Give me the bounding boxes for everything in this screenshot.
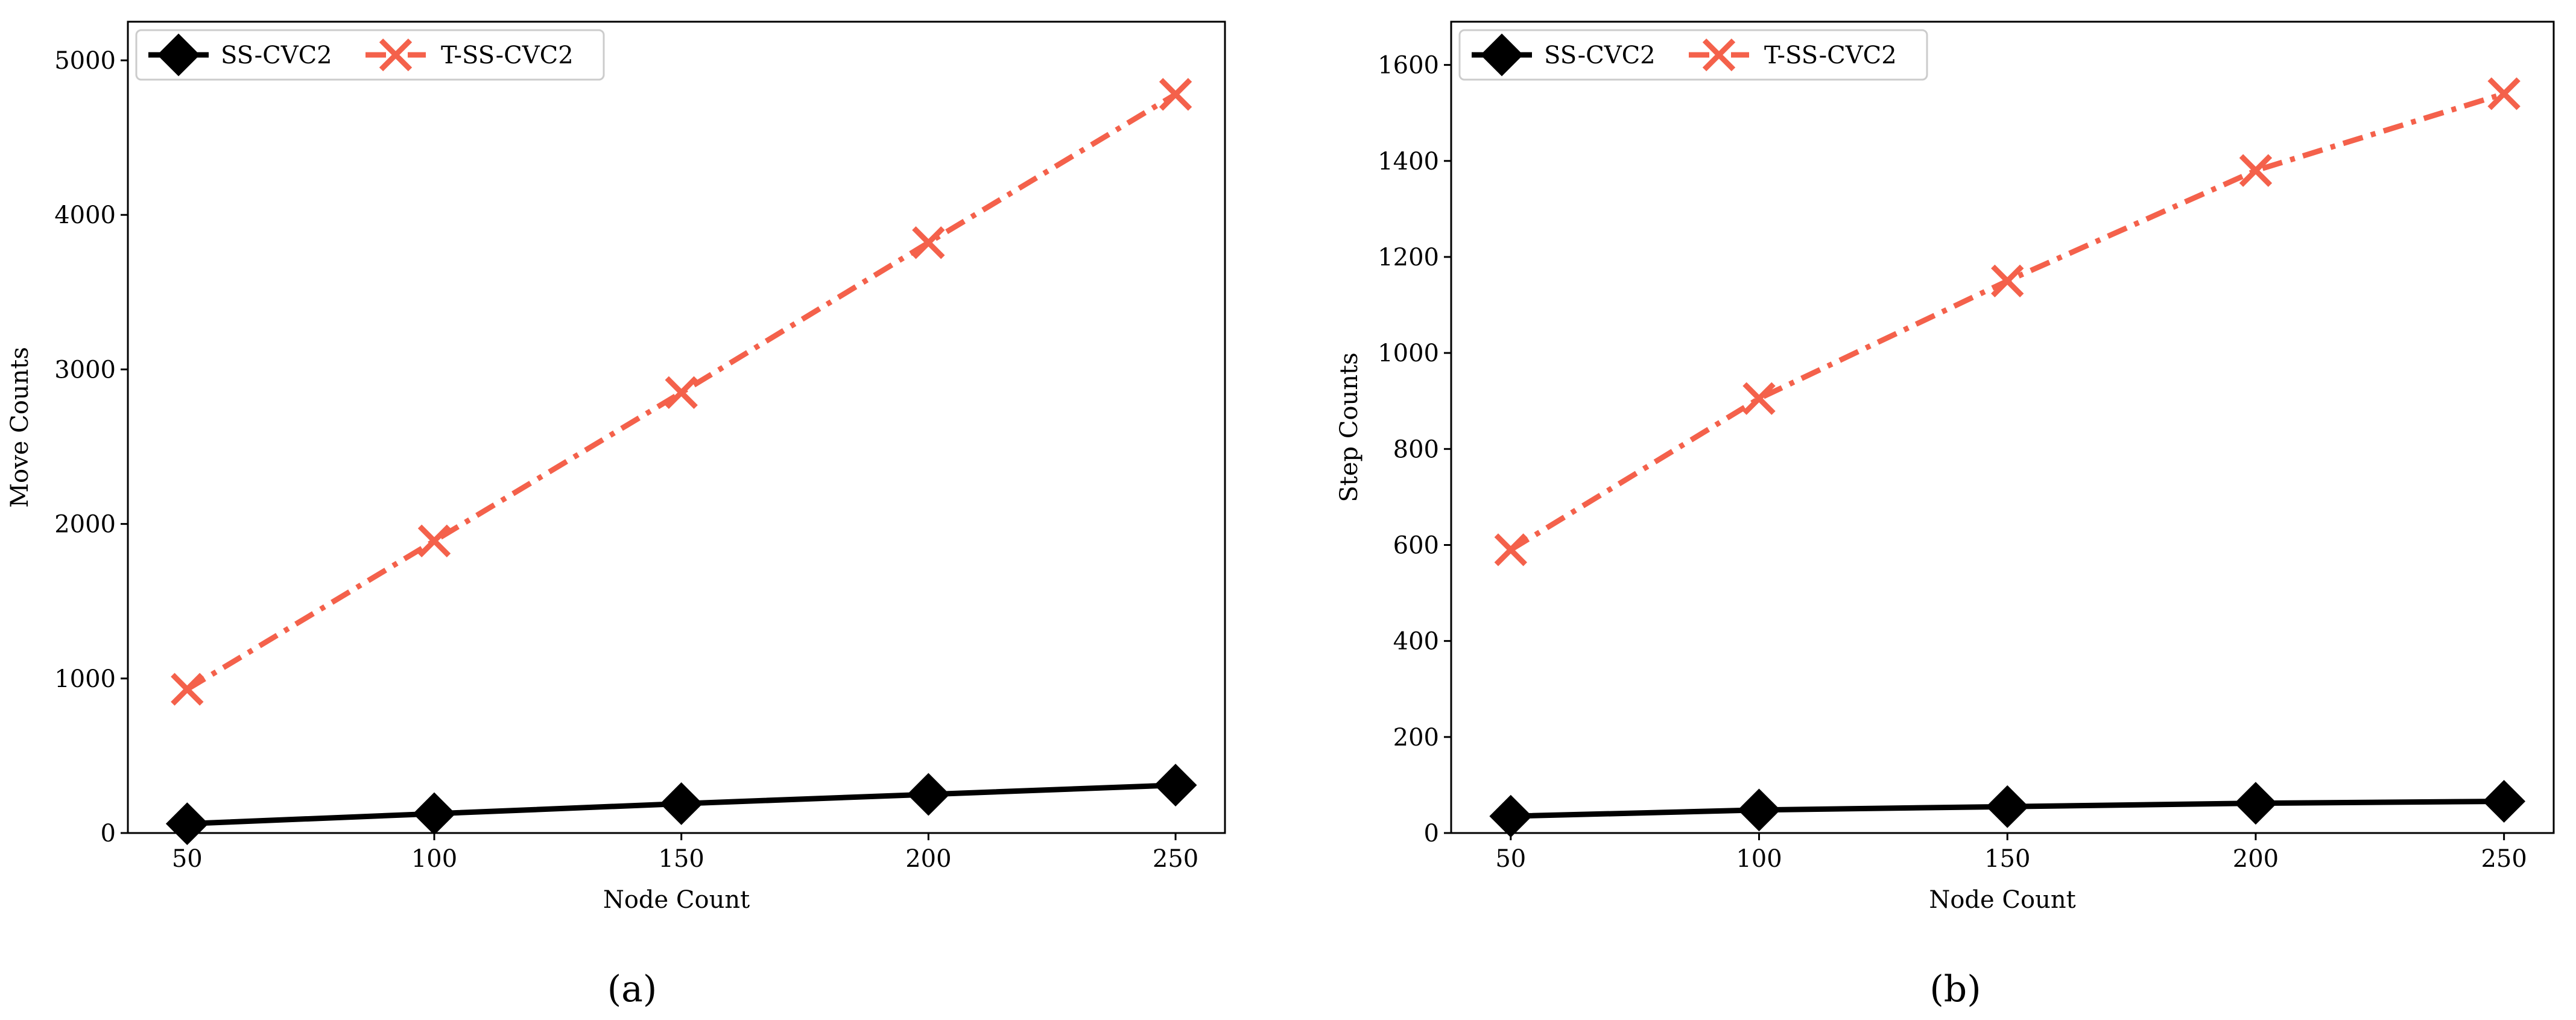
- y-tick-label: 2000: [54, 511, 116, 539]
- data-point-t-ss-cvc2-50: [1494, 533, 1527, 566]
- x-axis-label: Node Count: [1929, 886, 2075, 914]
- data-point-ss-cvc2-150: [660, 782, 703, 825]
- x-tick-label: 200: [2233, 845, 2279, 873]
- legend-marker-t-ss-cvc2: [1702, 38, 1736, 72]
- x-tick-label: 200: [905, 845, 951, 873]
- data-point-ss-cvc2-200: [907, 773, 950, 816]
- plot-frame: [1450, 21, 2555, 834]
- y-tick-label: 200: [1393, 724, 1439, 752]
- y-tick-label: 1000: [1378, 340, 1439, 367]
- x-axis-label: Node Count: [603, 886, 750, 914]
- y-tick-label: 1200: [1378, 244, 1439, 271]
- y-axis-label: Move Counts: [6, 347, 34, 508]
- y-tick-label: 1000: [54, 665, 116, 693]
- data-point-t-ss-cvc2-200: [2239, 154, 2273, 187]
- data-point-t-ss-cvc2-100: [417, 524, 451, 557]
- data-point-ss-cvc2-100: [413, 792, 456, 835]
- x-tick-label: 150: [1984, 845, 2030, 873]
- legend-marker-ss-cvc2: [1480, 33, 1524, 77]
- x-tick-label: 50: [1495, 845, 1526, 873]
- series-line-t-ss-cvc2: [1509, 91, 2505, 553]
- series-line-t-ss-cvc2: [186, 92, 1177, 692]
- panel-caption: (a): [607, 968, 657, 1010]
- data-point-ss-cvc2-200: [2234, 782, 2277, 825]
- x-tick-label: 100: [1736, 845, 1782, 873]
- y-tick-label: 1400: [1378, 148, 1439, 176]
- chart-panel-a: 50 100 150 200 250 0 1000 2000 3000 4000 5000 Node …: [6, 21, 1226, 1010]
- plot-frame: [127, 21, 1226, 834]
- panel-caption: (b): [1929, 968, 1981, 1010]
- data-point-t-ss-cvc2-150: [665, 376, 698, 410]
- y-tick-label: 400: [1393, 628, 1439, 656]
- x-tick-label: 250: [2481, 845, 2527, 873]
- y-tick-label: 4000: [54, 201, 116, 229]
- data-point-ss-cvc2-50: [1489, 794, 1533, 838]
- data-point-ss-cvc2-50: [165, 802, 209, 846]
- legend-label-ss-cvc2: SS-CVC2: [221, 42, 332, 69]
- y-axis-label: Step Counts: [1335, 352, 1363, 502]
- data-point-t-ss-cvc2-250: [1159, 78, 1192, 111]
- data-point-t-ss-cvc2-100: [1742, 382, 1776, 415]
- y-tick-label: 0: [1424, 820, 1439, 847]
- y-tick-label: 1600: [1378, 52, 1439, 80]
- data-point-ss-cvc2-100: [1738, 788, 1780, 832]
- data-point-ss-cvc2-250: [2483, 780, 2526, 823]
- data-point-t-ss-cvc2-50: [171, 673, 204, 706]
- chart-panel-b: 50 100 150 200 250 0 200 400 600 800 1000 1200 1400 1…: [1335, 21, 2555, 1010]
- x-tick-label: 50: [172, 845, 203, 873]
- legend: SS-CVC2 T-SS-CVC2: [135, 29, 605, 81]
- x-tick-label: 250: [1153, 845, 1198, 873]
- y-tick-label: 5000: [54, 47, 116, 75]
- x-tick-label: 100: [411, 845, 457, 873]
- legend-label-t-ss-cvc2: T-SS-CVC2: [1764, 42, 1897, 69]
- data-point-t-ss-cvc2-150: [1991, 264, 2024, 297]
- y-tick-label: 600: [1393, 531, 1439, 559]
- y-tick-label: 0: [101, 820, 116, 847]
- y-tick-label: 800: [1393, 436, 1439, 463]
- legend-label-ss-cvc2: SS-CVC2: [1544, 42, 1656, 69]
- legend-marker-ss-cvc2: [157, 33, 200, 77]
- y-tick-label: 3000: [54, 356, 116, 384]
- data-point-ss-cvc2-250: [1154, 764, 1197, 806]
- legend: SS-CVC2 T-SS-CVC2: [1458, 29, 1928, 81]
- legend-label-t-ss-cvc2: T-SS-CVC2: [441, 42, 574, 69]
- data-point-t-ss-cvc2-200: [912, 226, 945, 259]
- x-tick-label: 150: [659, 845, 704, 873]
- legend-marker-t-ss-cvc2: [379, 38, 413, 72]
- data-point-t-ss-cvc2-250: [2487, 77, 2521, 110]
- data-point-ss-cvc2-150: [1986, 785, 2029, 828]
